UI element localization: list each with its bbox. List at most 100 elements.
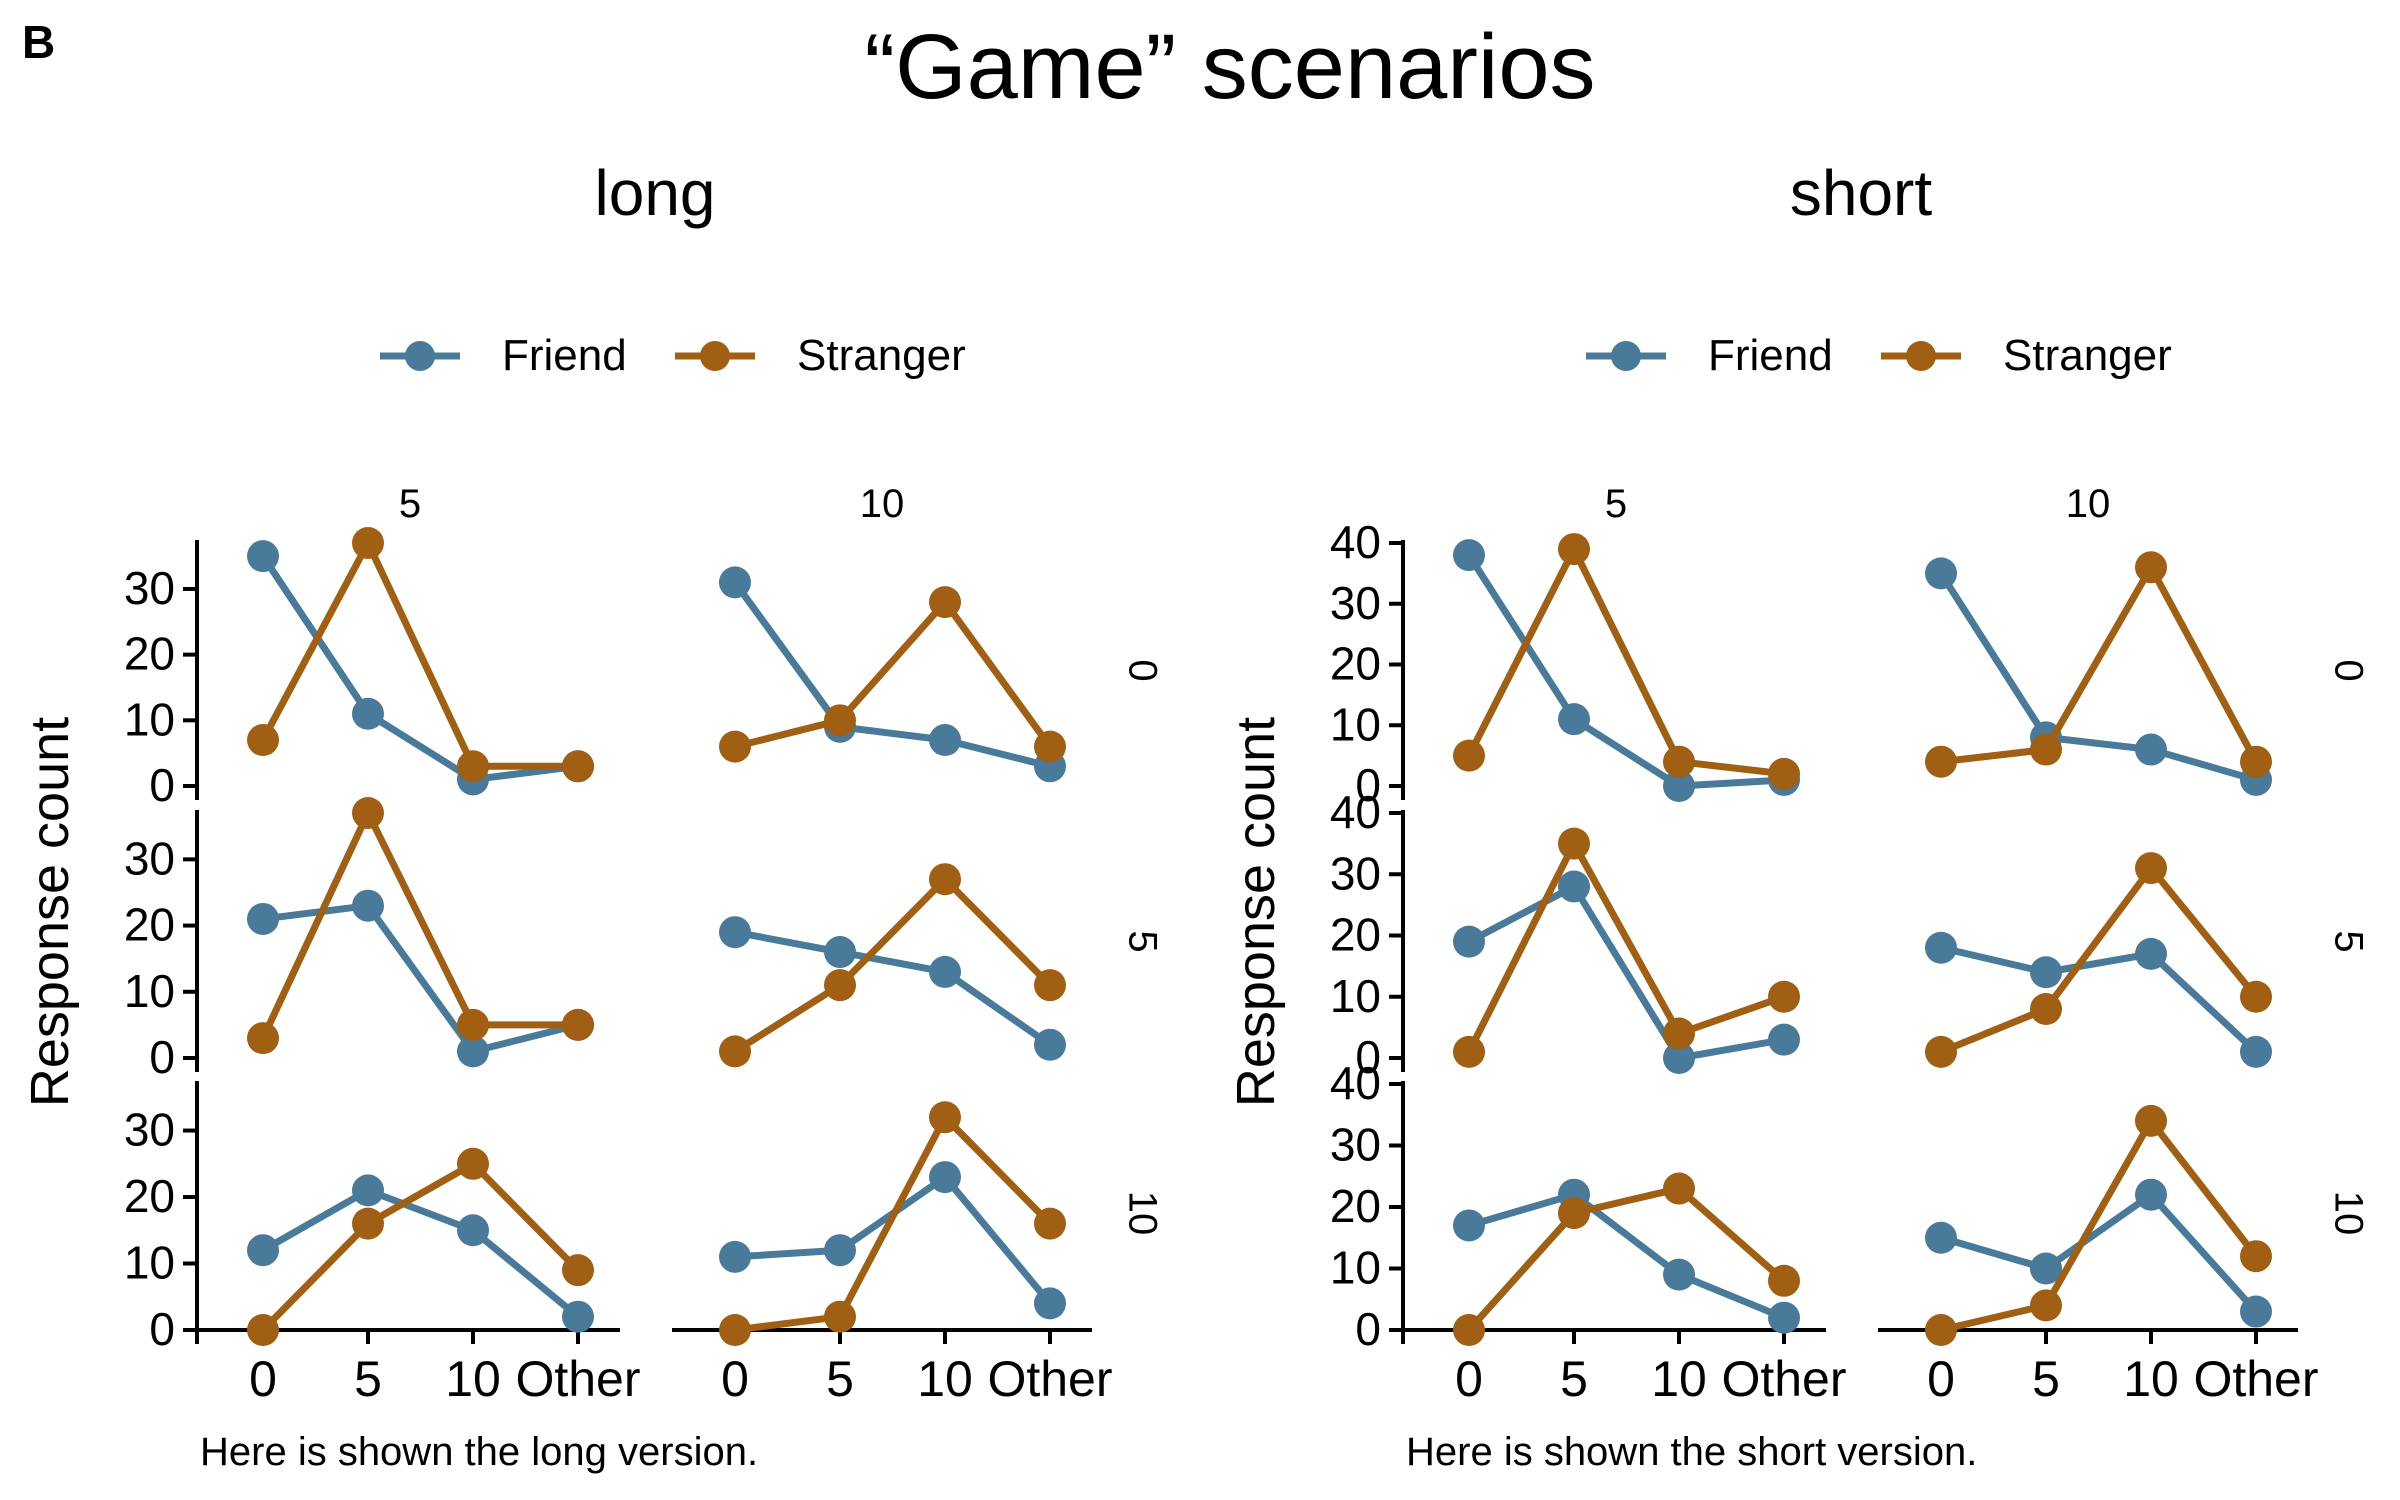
y-tick-label: 40 [1330,1057,1381,1109]
data-point-friend [1453,1209,1485,1242]
series-line-friend [1940,1191,2259,1314]
y-tick-label: 40 [1330,516,1381,568]
x-tick-label: Other [987,1351,1112,1407]
data-point-friend [929,724,961,757]
chart-group-long: long Friend Stranger 5 10 0 5 10 Response count 0… [20,157,1164,1474]
data-point-stranger [1453,739,1485,772]
x-tick-label: 5 [354,1351,382,1407]
data-point-friend [352,1174,384,1207]
legend-label-stranger: Stranger [797,331,966,380]
legend-label-stranger: Stranger [2003,331,2172,380]
y-tick-label: 10 [124,965,175,1017]
data-point-friend [2135,733,2167,766]
data-point-stranger [824,1300,856,1333]
data-point-stranger [457,1008,489,1041]
x-tick-label: 5 [2032,1351,2060,1407]
data-point-friend [2030,956,2062,989]
data-point-stranger [1663,745,1695,778]
data-point-stranger [247,1314,279,1346]
data-point-stranger [929,1101,961,1134]
legend: Friend Stranger [380,331,966,380]
data-point-friend [824,1234,856,1267]
data-point-friend [719,1240,751,1273]
x-tick-label: 5 [826,1351,854,1407]
col-facet-label: 10 [2066,482,2111,526]
data-point-stranger [2030,993,2062,1025]
y-axis-title: Response count [20,717,80,1107]
series-line-stranger [1465,545,1785,778]
data-point-stranger [1558,1197,1590,1230]
data-point-stranger [1558,827,1590,860]
panel-row0-col10 [1925,551,2272,796]
series-line-friend [1467,883,1785,1062]
series-line-friend [261,1186,581,1320]
data-point-friend [352,889,384,922]
data-point-friend [1925,931,1957,964]
data-point-stranger [1034,730,1066,763]
y-tick-label: 10 [1330,698,1381,750]
data-point-friend [562,1300,594,1333]
data-point-stranger [1768,757,1800,790]
data-point-stranger [1925,1314,1957,1346]
x-tick-label: 0 [249,1351,277,1407]
data-point-friend [247,1234,279,1267]
data-point-stranger [1034,969,1066,1002]
data-point-stranger [352,797,384,829]
x-tick-label: 10 [445,1351,501,1407]
chart-caption: Here is shown the short version. [1406,1430,1977,1474]
panel-letter: B [22,16,55,68]
y-tick-label: 0 [1355,1303,1381,1355]
data-point-stranger [719,1035,751,1068]
series-line-friend [260,554,579,783]
data-point-friend [1558,703,1590,736]
legend-marker-stranger [1906,341,1936,371]
y-axis-title: Response count [1226,717,1286,1107]
data-point-stranger [1453,1314,1485,1346]
panel-row10-col5 [247,1147,594,1346]
data-point-stranger [1663,1172,1695,1205]
data-point-friend [1663,1042,1695,1074]
data-point-friend [352,697,384,730]
data-point-stranger [1034,1207,1066,1240]
data-point-friend [2135,1178,2167,1211]
data-point-friend [1768,1301,1800,1334]
panel-row0-col5 [247,527,594,796]
y-tick-label: 0 [149,759,175,811]
series-line-stranger [259,809,578,1040]
data-point-friend [1034,1287,1066,1320]
y-tick-label: 0 [1355,1031,1381,1083]
data-point-stranger [719,1314,751,1346]
y-tick-label: 10 [1330,970,1381,1022]
chart-title: long [595,157,716,229]
series-line-stranger [1940,563,2260,766]
series-line-stranger [1940,1117,2259,1334]
series-line-stranger [1939,864,2259,1056]
x-tick-label: Other [2193,1351,2318,1407]
x-tick-label: 5 [1560,1351,1588,1407]
panel-row10-col10 [719,1101,1066,1346]
data-point-stranger [2135,551,2167,584]
data-point-friend [929,955,961,988]
row-facet-label: 0 [2326,659,2370,681]
panel-row5-col10 [719,863,1066,1068]
panel-row5-col5 [1453,827,1800,1074]
data-point-stranger [1558,533,1590,566]
x-tick-label: 10 [2123,1351,2179,1407]
x-tick-label: 10 [1651,1351,1707,1407]
data-point-stranger [824,969,856,1002]
series-line-friend [262,902,579,1055]
data-point-friend [457,1214,489,1247]
series-line-friend [734,928,1052,1048]
panel-row10-col10 [1925,1104,2272,1346]
data-point-friend [247,540,279,573]
y-tick-label: 0 [149,1031,175,1083]
data-point-stranger [1925,1035,1957,1068]
panel-row5-col10 [1925,852,2272,1068]
figure-title: “Game” scenarios [864,16,1595,118]
y-tick-label: 20 [1330,1180,1381,1232]
panel-row5-col5 [247,797,594,1068]
series-line-stranger [733,875,1053,1055]
legend-marker-friend [1611,341,1641,371]
row-facet-label: 10 [1120,1191,1164,1236]
y-tick-label: 30 [1330,847,1381,899]
